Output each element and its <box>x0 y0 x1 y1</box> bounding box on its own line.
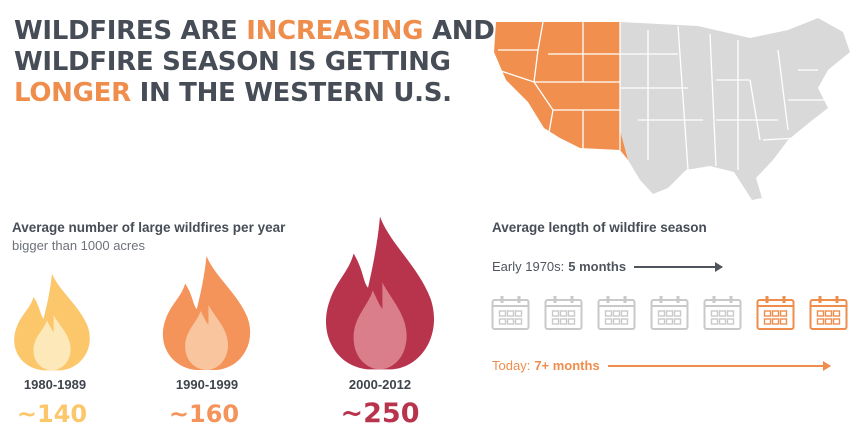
calendar-icon <box>596 295 637 331</box>
calendar-icon <box>808 295 849 331</box>
early-value: 5 months <box>568 259 627 274</box>
calendar-icon <box>543 295 584 331</box>
headline-highlight: INCREASING <box>246 16 424 46</box>
headline-text: AND <box>423 16 495 46</box>
today-season-row: Today: 7+ months <box>492 358 831 373</box>
today-value: 7+ months <box>534 358 600 373</box>
fire-count: ~160 <box>168 400 240 428</box>
us-map-west <box>494 22 628 160</box>
flame-inner <box>353 282 407 370</box>
early-season-row: Early 1970s: 5 months <box>492 259 724 274</box>
period-label: 2000-2012 <box>348 377 412 392</box>
flame-outer <box>325 216 435 370</box>
flame-outer <box>14 273 90 371</box>
flame-icon <box>10 272 94 372</box>
period-label: 1980-1989 <box>23 377 87 392</box>
headline: WILDFIRES ARE INCREASING AND WILDFIRE SEA… <box>14 16 495 109</box>
arrow-right-icon <box>607 360 831 371</box>
calendar-icon <box>649 295 690 331</box>
early-label: Early 1970s: <box>492 259 565 274</box>
flame-outer <box>162 255 251 371</box>
headline-text: WILDFIRES ARE <box>14 16 247 46</box>
flame-inner <box>185 305 229 371</box>
calendar-icon <box>755 295 796 331</box>
calendar-icon <box>490 295 531 331</box>
headline-text: IN THE WESTERN U.S. <box>130 78 452 108</box>
fire-count: ~140 <box>16 400 88 428</box>
flame-icon <box>320 214 440 372</box>
calendar-row <box>490 295 849 331</box>
flame-icon <box>158 254 255 372</box>
season-title: Average length of wildfire season <box>492 220 707 235</box>
us-map-east <box>620 18 850 200</box>
arrow-right-icon <box>634 261 724 272</box>
fire-count: ~250 <box>340 398 420 429</box>
today-label: Today: <box>492 358 531 373</box>
flame-inner <box>33 315 71 371</box>
calendar-icon <box>702 295 743 331</box>
fires-title: Average number of large wildfires per ye… <box>12 220 286 235</box>
period-label: 1990-1999 <box>175 377 239 392</box>
headline-highlight: LONGER <box>14 78 131 108</box>
headline-text: WILDFIRE SEASON IS GETTING <box>14 47 451 77</box>
us-map-icon <box>488 10 858 200</box>
fires-subtitle: bigger than 1000 acres <box>12 238 145 253</box>
